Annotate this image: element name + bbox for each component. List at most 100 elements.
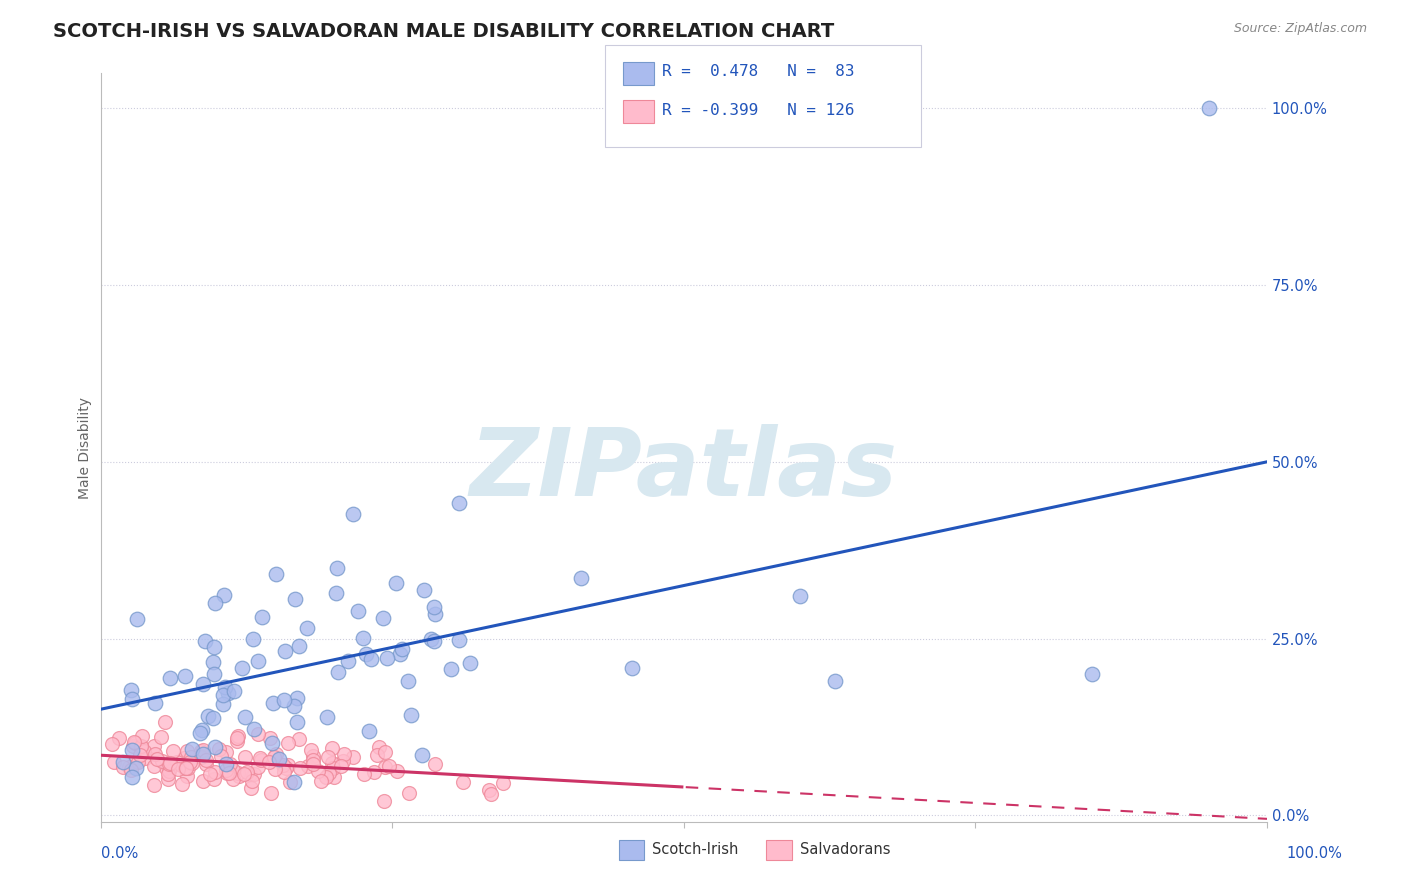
Point <box>266 747 288 761</box>
Point <box>396 673 419 688</box>
Point <box>283 774 305 789</box>
Point <box>179 755 201 769</box>
Point <box>124 755 146 769</box>
Point <box>143 696 166 710</box>
Point <box>215 763 238 777</box>
Point <box>129 748 152 763</box>
Point <box>212 588 235 602</box>
Point <box>479 788 502 802</box>
Point <box>262 696 284 710</box>
Point <box>337 654 360 668</box>
Point <box>209 748 232 763</box>
Point <box>1081 667 1104 681</box>
Point <box>367 740 389 755</box>
Point <box>284 592 307 607</box>
Point <box>423 756 446 771</box>
Point <box>259 731 281 745</box>
Point <box>194 756 217 771</box>
Point <box>316 749 339 764</box>
Point <box>259 786 281 800</box>
Point <box>226 731 249 746</box>
Point <box>353 766 375 780</box>
Point <box>332 754 354 768</box>
Point <box>359 723 381 738</box>
Point <box>366 748 388 763</box>
Point <box>478 782 501 797</box>
Point <box>239 767 262 781</box>
Point <box>325 586 347 600</box>
Point <box>273 765 295 780</box>
Point <box>328 665 350 679</box>
Point <box>143 739 166 753</box>
Point <box>112 760 135 774</box>
Point <box>460 656 482 670</box>
Text: 0.0%: 0.0% <box>101 847 138 861</box>
Point <box>217 686 239 700</box>
Point <box>274 761 297 775</box>
Point <box>121 770 143 784</box>
Point <box>190 744 212 758</box>
Point <box>173 669 195 683</box>
Point <box>132 743 155 757</box>
Point <box>302 757 325 772</box>
Point <box>236 765 259 780</box>
Point <box>249 750 271 764</box>
Point <box>193 743 215 757</box>
Point <box>295 621 318 635</box>
Point <box>447 632 470 647</box>
Point <box>166 755 188 769</box>
Point <box>243 723 266 737</box>
Point <box>285 714 308 729</box>
Point <box>423 607 446 621</box>
Point <box>378 759 401 773</box>
Point <box>143 759 166 773</box>
Point <box>120 763 142 777</box>
Point <box>323 770 346 784</box>
Point <box>131 729 153 743</box>
Point <box>194 634 217 648</box>
Text: R = -0.399   N = 126: R = -0.399 N = 126 <box>662 103 855 118</box>
Point <box>285 691 308 706</box>
Point <box>174 761 197 775</box>
Point <box>156 766 179 780</box>
Point <box>231 661 253 675</box>
Point <box>374 760 396 774</box>
Point <box>191 774 214 789</box>
Point <box>218 765 240 780</box>
Point <box>259 755 281 769</box>
Point <box>411 747 433 762</box>
Point <box>346 604 368 618</box>
Point <box>159 671 181 685</box>
Point <box>129 740 152 755</box>
Point <box>181 756 204 770</box>
Point <box>242 632 264 646</box>
Point <box>176 743 198 757</box>
Point <box>180 742 202 756</box>
Point <box>299 743 322 757</box>
Point <box>274 644 297 658</box>
Point <box>419 632 441 646</box>
Point <box>1198 101 1220 115</box>
Point <box>360 652 382 666</box>
Point <box>385 576 408 591</box>
Point <box>391 641 413 656</box>
Point <box>157 757 180 772</box>
Point <box>157 772 180 786</box>
Point <box>423 599 446 614</box>
Point <box>204 596 226 610</box>
Point <box>283 698 305 713</box>
Point <box>202 772 225 786</box>
Point <box>157 764 180 778</box>
Point <box>321 741 343 756</box>
Point <box>239 780 262 795</box>
Point <box>214 680 236 694</box>
Point <box>297 758 319 772</box>
Point <box>233 710 256 724</box>
Point <box>401 707 423 722</box>
Point <box>202 640 225 654</box>
Point <box>118 760 141 774</box>
Point <box>288 762 311 776</box>
Point <box>170 757 193 772</box>
Point <box>122 739 145 753</box>
Point <box>215 745 238 759</box>
